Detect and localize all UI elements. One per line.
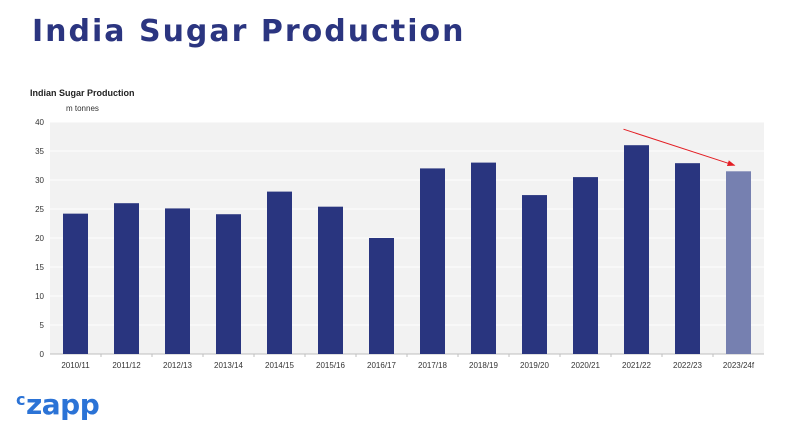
x-tick-label: 2023/24f [723, 361, 755, 370]
y-tick-label: 35 [35, 147, 44, 156]
x-tick-label: 2017/18 [418, 361, 447, 370]
chart-title: Indian Sugar Production [30, 88, 135, 98]
x-tick-label: 2010/11 [61, 361, 90, 370]
bar-2012-13 [165, 208, 190, 354]
y-axis-unit-label: m tonnes [66, 104, 99, 113]
x-tick-label: 2019/20 [520, 361, 549, 370]
y-tick-label: 0 [40, 350, 45, 359]
bar-2023-24f [726, 171, 751, 354]
x-tick-label: 2013/14 [214, 361, 243, 370]
y-tick-label: 30 [35, 176, 44, 185]
y-tick-label: 20 [35, 234, 44, 243]
trend-arrow [623, 128, 736, 166]
bar-2013-14 [216, 214, 241, 354]
y-tick-label: 25 [35, 205, 44, 214]
x-tick-label: 2022/23 [673, 361, 702, 370]
y-tick-label: 40 [35, 118, 44, 127]
x-tick-label: 2014/15 [265, 361, 294, 370]
x-tick-label: 2018/19 [469, 361, 498, 370]
y-tick-label: 5 [40, 321, 45, 330]
bar-2021-22 [624, 145, 649, 354]
logo-prefix: c [16, 390, 25, 409]
x-tick-label: 2016/17 [367, 361, 396, 370]
bar-2016-17 [369, 238, 394, 354]
bar-2020-21 [573, 177, 598, 354]
page-title: India Sugar Production [32, 14, 466, 49]
bar-2019-20 [522, 195, 547, 354]
bar-2018-19 [471, 162, 496, 354]
y-axis-ticks: 0 5 10 15 20 25 30 35 40 [35, 118, 44, 359]
czapp-logo: czapp [16, 388, 100, 421]
x-tick-label: 2015/16 [316, 361, 345, 370]
logo-text: zapp [25, 388, 100, 421]
y-tick-label: 15 [35, 263, 44, 272]
bar-2014-15 [267, 191, 292, 354]
bar-2010-11 [63, 213, 88, 354]
bar-2022-23 [675, 163, 700, 354]
bar-2011-12 [114, 203, 139, 354]
x-tick-label: 2012/13 [163, 361, 192, 370]
bar-2015-16 [318, 206, 343, 354]
x-tick-label: 2020/21 [571, 361, 600, 370]
y-tick-label: 10 [35, 292, 44, 301]
annotations [623, 128, 736, 166]
bars [63, 145, 751, 354]
x-tick-label: 2011/12 [112, 361, 141, 370]
x-tick-label: 2021/22 [622, 361, 651, 370]
bar-2017-18 [420, 168, 445, 354]
x-axis-ticks: 2010/11 2011/12 2012/13 2013/14 2014/15 2015/… [61, 354, 755, 370]
